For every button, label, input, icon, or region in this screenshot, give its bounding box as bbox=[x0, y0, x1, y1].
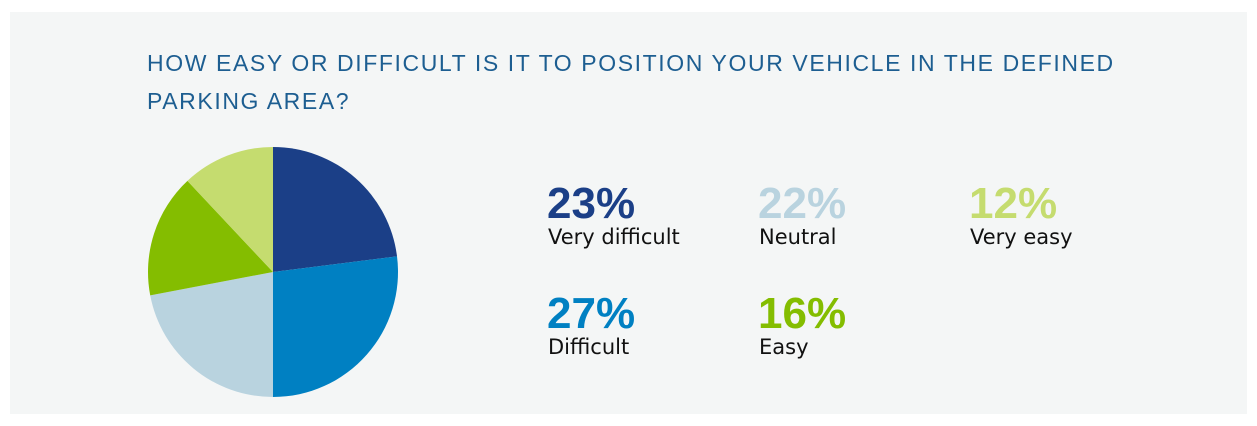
legend-label: Difficult bbox=[548, 335, 629, 359]
pie-slice bbox=[273, 256, 398, 397]
chart-title: HOW EASY OR DIFFICULT IS IT TO POSITION … bbox=[147, 50, 1115, 114]
legend-label: Easy bbox=[759, 335, 809, 359]
pie-slice bbox=[273, 147, 398, 272]
legend-label: Very difficult bbox=[548, 225, 680, 249]
legend-value: 22% bbox=[758, 179, 846, 228]
pie-slice bbox=[150, 272, 273, 397]
legend-value: 27% bbox=[547, 289, 635, 338]
legend-label: Neutral bbox=[759, 225, 837, 249]
legend-value: 12% bbox=[969, 179, 1057, 228]
pie-slice bbox=[148, 180, 273, 296]
legend-value: 23% bbox=[547, 179, 635, 228]
pie-slice bbox=[187, 147, 273, 272]
legend-value: 16% bbox=[758, 289, 846, 338]
legend-label: Very easy bbox=[970, 225, 1073, 249]
